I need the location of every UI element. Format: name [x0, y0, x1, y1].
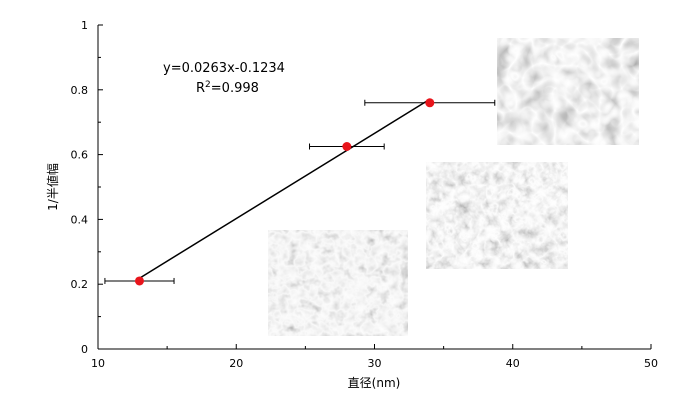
y-ticks: 0 0.2 0.4 0.6 0.8 1: [71, 19, 103, 356]
equation-label: y=0.0263x-0.1234: [163, 61, 285, 76]
y-axis-title: 1/半値幅: [45, 163, 60, 211]
x-axis-title: 直径(nm): [348, 376, 401, 390]
y-tick-label: 1: [81, 19, 88, 32]
r-squared-label: R2=0.998: [196, 80, 259, 96]
x-tick-label: 30: [368, 357, 382, 370]
x-tick-label: 10: [91, 357, 105, 370]
sem-image-small-diameter: [268, 230, 408, 336]
y-tick-label: 0: [81, 343, 88, 356]
data-point-1: [134, 276, 144, 286]
data-points: [134, 98, 435, 286]
y-tick-label: 0.2: [71, 278, 89, 291]
fit-line-layer: [139, 98, 431, 279]
sem-image-large-diameter: [497, 38, 639, 145]
x-tick-label: 40: [506, 357, 520, 370]
y-tick-label: 0.6: [71, 149, 89, 162]
y-tick-label: 0.4: [71, 213, 89, 226]
data-point-2: [342, 142, 352, 151]
x-tick-label: 20: [229, 357, 243, 370]
regression-line: [139, 98, 431, 279]
r-squared-superscript: 2: [205, 80, 211, 90]
x-ticks: 10 20 30 40 50: [91, 344, 658, 370]
y-tick-label: 0.8: [71, 84, 89, 97]
x-tick-label: 50: [644, 357, 658, 370]
data-point-3: [425, 98, 435, 108]
sem-image-medium-diameter: [426, 162, 568, 269]
